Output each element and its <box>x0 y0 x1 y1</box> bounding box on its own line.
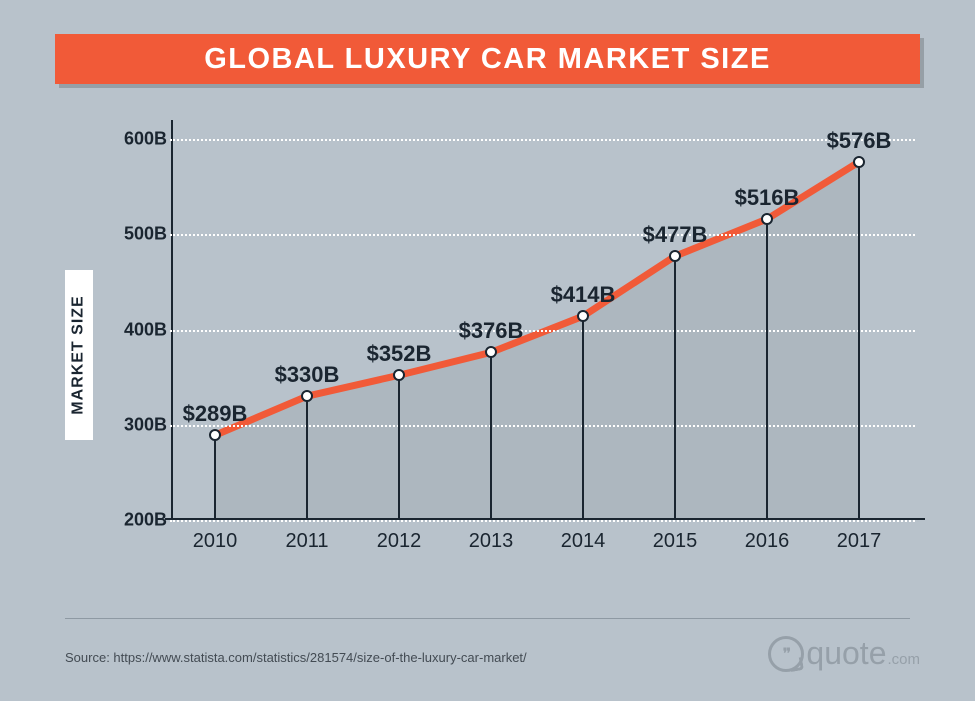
data-stem <box>306 396 308 520</box>
y-axis-label-box: MARKET SIZE <box>65 270 93 440</box>
x-tick-label: 2012 <box>377 530 422 553</box>
x-tick-label: 2013 <box>469 530 514 553</box>
value-label: $289B <box>183 401 248 427</box>
y-axis-line <box>171 120 173 520</box>
y-tick-label: 200B <box>97 510 167 531</box>
logo-quotes-glyph: ❜❜ <box>783 645 790 662</box>
data-marker <box>577 310 589 322</box>
quote-logo: ❜❜ quote .com <box>768 635 920 672</box>
title-text: GLOBAL LUXURY CAR MARKET SIZE <box>204 43 771 76</box>
value-label: $352B <box>367 341 432 367</box>
data-marker <box>393 369 405 381</box>
data-marker <box>669 250 681 262</box>
data-stem <box>214 435 216 520</box>
x-tick-label: 2014 <box>561 530 606 553</box>
chart-plot: 200B300B400B500B600B$289B2010$330B2011$3… <box>175 120 915 520</box>
data-stem <box>674 256 676 520</box>
data-stem <box>582 316 584 520</box>
chart-svg <box>175 120 915 520</box>
value-label: $477B <box>643 222 708 248</box>
grid-line <box>170 330 915 332</box>
footer-divider <box>65 618 910 619</box>
data-stem <box>766 219 768 520</box>
value-label: $516B <box>735 185 800 211</box>
y-tick-label: 500B <box>97 224 167 245</box>
data-stem <box>490 352 492 520</box>
y-tick-label: 300B <box>97 414 167 435</box>
x-tick-label: 2016 <box>745 530 790 553</box>
value-label: $414B <box>551 282 616 308</box>
x-tick-label: 2010 <box>193 530 238 553</box>
grid-line <box>170 234 915 236</box>
logo-icon: ❜❜ <box>768 636 804 672</box>
x-tick-label: 2015 <box>653 530 698 553</box>
infographic-canvas: GLOBAL LUXURY CAR MARKET SIZE MARKET SIZ… <box>0 0 975 701</box>
chart-area: MARKET SIZE 200B300B400B500B600B$289B201… <box>65 120 925 560</box>
logo-text: quote <box>806 635 886 672</box>
y-axis-label: MARKET SIZE <box>70 295 88 414</box>
data-marker <box>853 156 865 168</box>
value-label: $330B <box>275 362 340 388</box>
value-label: $576B <box>827 128 892 154</box>
grid-line <box>170 139 915 141</box>
x-tick-label: 2017 <box>837 530 882 553</box>
grid-line <box>170 520 915 522</box>
logo-suffix: .com <box>887 651 920 668</box>
title-banner: GLOBAL LUXURY CAR MARKET SIZE <box>55 34 920 84</box>
data-marker <box>485 346 497 358</box>
grid-line <box>170 425 915 427</box>
y-tick-label: 400B <box>97 319 167 340</box>
data-marker <box>301 390 313 402</box>
data-marker <box>761 213 773 225</box>
data-stem <box>858 162 860 520</box>
data-marker <box>209 429 221 441</box>
x-tick-label: 2011 <box>285 530 328 553</box>
y-tick-label: 600B <box>97 129 167 150</box>
value-label: $376B <box>459 318 524 344</box>
data-stem <box>398 375 400 520</box>
source-text: Source: https://www.statista.com/statist… <box>65 650 527 665</box>
